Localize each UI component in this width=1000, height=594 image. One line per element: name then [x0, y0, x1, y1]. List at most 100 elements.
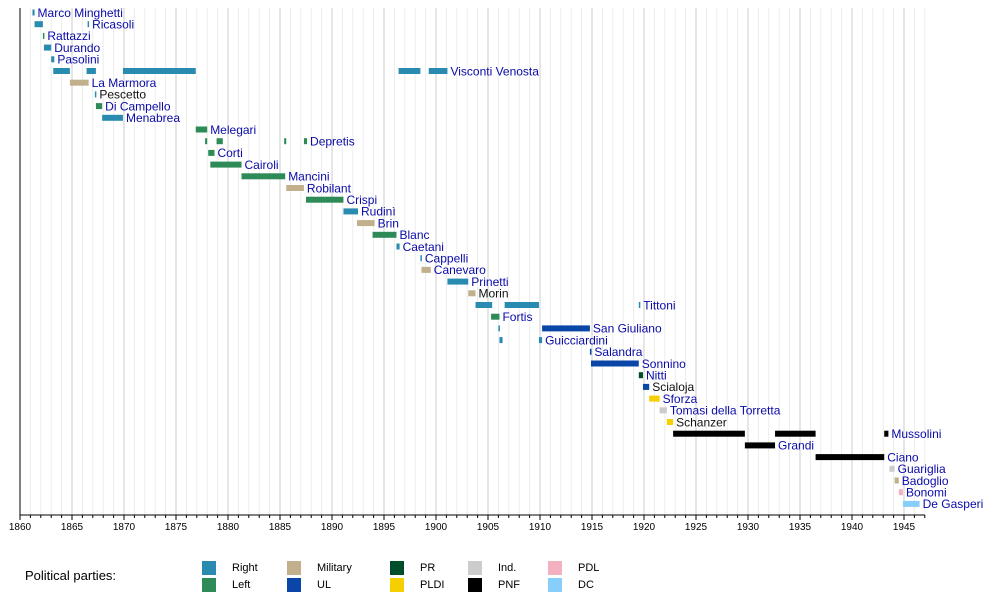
row-label[interactable]: Rudinì: [361, 205, 396, 219]
row-label[interactable]: Prinetti: [471, 275, 508, 289]
term-bar: [195, 126, 208, 133]
x-tick-label: 1870: [113, 522, 136, 533]
term-bar: [744, 442, 776, 449]
x-tick-label: 1945: [893, 522, 916, 533]
term-bar: [428, 68, 448, 74]
x-tick-label: 1880: [217, 522, 240, 533]
legend-swatch: [202, 561, 216, 575]
term-bar: [69, 79, 89, 86]
row-label[interactable]: Badoglio: [902, 474, 949, 488]
legend-swatch: [468, 578, 482, 592]
legend-item: Military: [287, 561, 352, 575]
row-label[interactable]: Brin: [378, 216, 399, 230]
term-bar: [241, 173, 286, 180]
legend-swatch: [548, 578, 562, 592]
row-label[interactable]: Corti: [217, 146, 242, 160]
term-bar: [673, 430, 745, 437]
x-tick-label: 1890: [321, 522, 344, 533]
row-label[interactable]: San Giuliano: [593, 322, 662, 336]
legend-item: Right: [202, 561, 258, 575]
legend-swatch: [287, 561, 301, 575]
row-label[interactable]: Mussolini: [891, 427, 941, 441]
legend-label: DC: [578, 579, 594, 591]
x-tick-label: 1920: [633, 522, 656, 533]
row-label: Scialoja: [652, 380, 694, 394]
term-bar: [538, 337, 543, 344]
row-label[interactable]: Rattazzi: [47, 29, 90, 43]
term-bar: [95, 103, 103, 110]
row-label[interactable]: Melegari: [210, 123, 256, 137]
row-label[interactable]: Blanc: [399, 228, 429, 242]
x-tick-label: 1910: [529, 522, 552, 533]
row-label[interactable]: Bonomi: [906, 486, 947, 500]
term-bar: [504, 302, 539, 308]
row-label[interactable]: Depretis: [310, 135, 355, 149]
term-bar: [34, 21, 43, 28]
row-label[interactable]: Marco Minghetti: [38, 6, 123, 20]
term-bar: [303, 138, 308, 145]
legend-label: Right: [232, 562, 258, 574]
row-label[interactable]: Cappelli: [425, 252, 468, 266]
row-label[interactable]: Menabrea: [126, 111, 180, 125]
term-bar: [642, 383, 650, 390]
row-label[interactable]: Cairoli: [245, 158, 279, 172]
row-label[interactable]: Robilant: [307, 181, 352, 195]
x-axis: 1860 1865 1870 1875 1880 1885 1890 1895 1900 1905…: [9, 8, 926, 533]
term-bar: [499, 337, 503, 344]
legend-label: Military: [317, 562, 352, 574]
row-label[interactable]: Ricasoli: [92, 18, 134, 32]
term-bar: [343, 208, 358, 215]
row-label[interactable]: Di Campello: [105, 99, 171, 113]
x-tick-label: 1885: [269, 522, 292, 533]
row-label[interactable]: Mancini: [288, 170, 329, 184]
row-label[interactable]: Visconti Venosta: [450, 64, 539, 78]
term-bar: [286, 185, 304, 191]
x-tick-label: 1895: [373, 522, 396, 533]
term-bar: [216, 138, 223, 145]
term-bar: [87, 21, 90, 28]
legend-label: Ind.: [498, 562, 517, 574]
x-tick-label: 1935: [789, 522, 812, 533]
row-label: Pescetto: [99, 88, 146, 102]
legend-item: UL: [287, 578, 331, 592]
term-bar: [356, 220, 375, 227]
term-bar: [210, 161, 242, 168]
row-label[interactable]: Tittoni: [643, 298, 675, 312]
term-bar: [306, 196, 344, 203]
row-label[interactable]: La Marmora: [92, 76, 157, 90]
term-bar: [122, 68, 196, 74]
grid: [19, 8, 926, 515]
row-label[interactable]: Sforza: [663, 392, 698, 406]
term-bar: [86, 68, 96, 74]
term-bar: [421, 266, 431, 273]
term-bar: [102, 114, 123, 121]
term-bar: [590, 360, 639, 367]
row-label[interactable]: Guariglia: [898, 462, 946, 476]
row-label[interactable]: Caetani: [403, 240, 444, 254]
row-label[interactable]: Guicciardini: [545, 333, 608, 347]
x-tick-label: 1930: [737, 522, 760, 533]
row-label[interactable]: Ciano: [887, 450, 919, 464]
row-label[interactable]: Crispi: [346, 193, 377, 207]
legend-swatch: [202, 578, 216, 592]
row-label[interactable]: Fortis: [502, 310, 532, 324]
x-tick-label: 1860: [9, 522, 32, 533]
term-bar: [53, 68, 70, 74]
row-label[interactable]: Salandra: [594, 345, 642, 359]
legend-item: PR: [390, 561, 435, 575]
row-label[interactable]: Grandi: [778, 439, 814, 453]
term-bar: [42, 32, 45, 39]
x-tick-label: 1915: [581, 522, 604, 533]
row-label[interactable]: Durando: [54, 41, 100, 55]
row-label: Morin: [479, 287, 509, 301]
legend-swatch: [390, 578, 404, 592]
term-bar: [372, 231, 397, 238]
row-label[interactable]: Tomasi della Torretta: [670, 404, 781, 418]
row-label[interactable]: Sonnino: [642, 357, 686, 371]
row-label[interactable]: De Gasperi: [923, 497, 984, 511]
row-label[interactable]: Nitti: [646, 369, 667, 383]
row-label[interactable]: Canevaro: [434, 263, 486, 277]
row-label[interactable]: Pasolini: [57, 53, 99, 67]
x-tick-label: 1940: [841, 522, 864, 533]
term-bar: [884, 430, 889, 437]
